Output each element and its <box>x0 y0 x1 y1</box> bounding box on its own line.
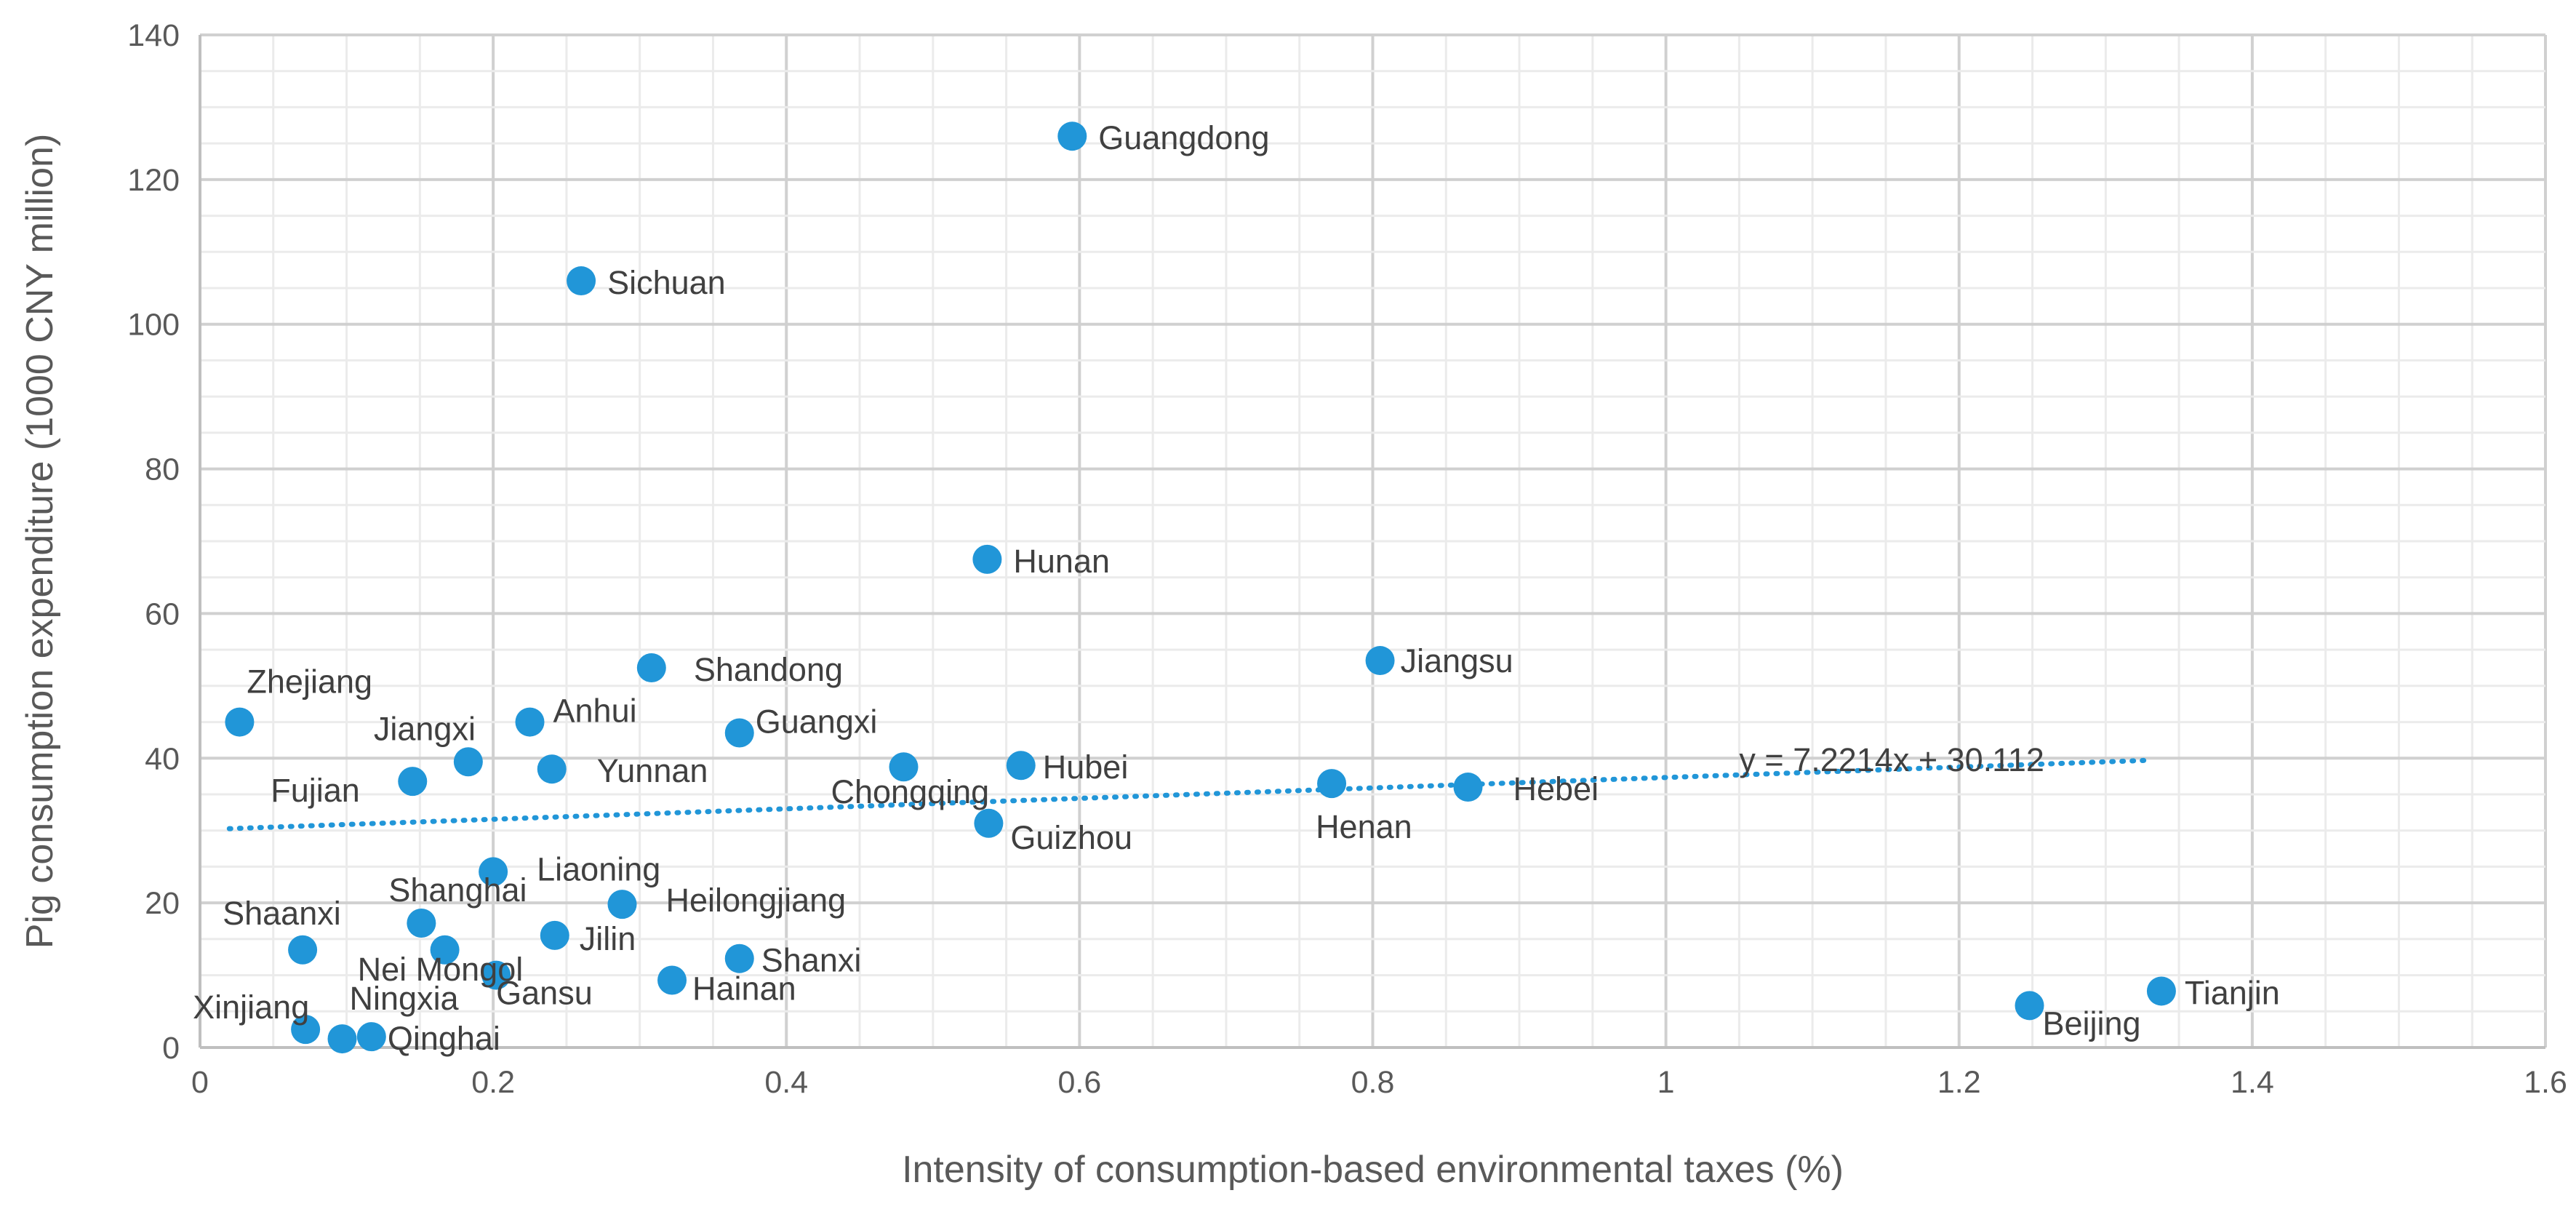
x-tick-label: 0 <box>191 1065 209 1100</box>
data-point-henan <box>1317 769 1347 799</box>
trendline-equation: y = 7.2214x + 30.112 <box>1739 741 2044 778</box>
data-point-yunnan <box>537 754 567 784</box>
grid <box>199 33 2547 1049</box>
trendline <box>226 757 2153 831</box>
point-label: Zhejiang <box>247 663 372 701</box>
data-point-fujian <box>398 767 428 797</box>
data-point-gansu <box>481 960 511 990</box>
y-tick-label: 20 <box>145 886 180 921</box>
x-tick-label: 0.2 <box>471 1065 515 1100</box>
x-tick-label: 1.2 <box>1937 1065 1981 1100</box>
x-tick-label: 1.6 <box>2524 1065 2567 1100</box>
data-point-chongqing <box>889 752 919 782</box>
point-label: Hainan <box>692 970 796 1008</box>
point-label: Fujian <box>271 772 360 809</box>
data-point-jiangsu <box>1365 646 1395 676</box>
point-label: Jiangxi <box>374 710 476 747</box>
point-label: Heilongjiang <box>666 882 847 919</box>
point-label: Qinghai <box>388 1020 500 1057</box>
point-label: Hubei <box>1043 749 1129 786</box>
point-labels: Guangdong Sichuan Hunan Jiangsu Shandong Zhej… <box>193 119 2280 1057</box>
point-label: Guizhou <box>1010 819 1132 856</box>
data-point-qinghai <box>356 1022 386 1052</box>
data-points <box>225 121 2176 1054</box>
y-tick-label: 140 <box>127 18 180 53</box>
point-label: Anhui <box>553 693 637 730</box>
point-label: Ningxia <box>350 980 460 1017</box>
x-tick-label: 0.4 <box>764 1065 808 1100</box>
data-point-beijing <box>2015 991 2044 1021</box>
y-tick-label: 100 <box>127 308 180 343</box>
point-label: Hebei <box>1513 770 1599 807</box>
data-point-liaoning <box>479 857 508 887</box>
point-label: Shaanxi <box>223 895 341 932</box>
data-point-heilongjiang <box>607 890 637 919</box>
point-label: Gansu <box>496 975 593 1012</box>
y-tick-label: 60 <box>145 596 180 631</box>
y-tick-label: 120 <box>127 163 180 198</box>
data-point-ningxia <box>327 1024 357 1054</box>
data-point-shandong <box>636 653 666 682</box>
data-point-jilin <box>540 920 569 950</box>
y-axis-title: Pig consumption expenditure (1000 CNY mi… <box>19 134 61 949</box>
data-point-nei-mongol <box>430 935 460 965</box>
trendline-group <box>226 757 2153 831</box>
point-label: Tianjin <box>2185 974 2280 1011</box>
y-tick-label: 0 <box>162 1031 180 1066</box>
data-point-tianjin <box>2146 976 2176 1006</box>
y-tick-label: 40 <box>145 741 180 776</box>
data-point-xinjiang <box>291 1015 321 1045</box>
point-label: Nei Mongol <box>358 951 524 988</box>
point-label: Shandong <box>694 651 843 688</box>
data-point-hunan <box>972 544 1002 574</box>
x-tick-label: 1 <box>1657 1065 1675 1100</box>
point-label: Guangxi <box>756 703 878 740</box>
data-point-hainan <box>657 965 687 995</box>
data-point-jiangxi <box>453 747 483 777</box>
point-label: Henan <box>1316 808 1412 845</box>
data-point-hebei <box>1453 773 1483 802</box>
data-point-guizhou <box>974 808 1004 838</box>
point-label: Xinjiang <box>193 989 309 1026</box>
x-tick-label: 0.8 <box>1351 1065 1395 1100</box>
point-label: Shanxi <box>761 942 862 979</box>
point-label: Jiangsu <box>1401 642 1513 679</box>
data-point-guangdong <box>1057 121 1087 151</box>
data-point-zhejiang <box>225 707 255 737</box>
data-point-guangxi <box>724 718 754 748</box>
data-point-shaanxi <box>288 935 318 965</box>
point-label: Beijing <box>2043 1005 2141 1042</box>
data-point-sichuan <box>567 266 596 296</box>
data-point-anhui <box>515 707 545 737</box>
x-tick-label: 0.6 <box>1057 1065 1101 1100</box>
point-label: Liaoning <box>537 850 660 887</box>
axes: 0 0.2 0.4 0.6 0.8 1 1.2 1.4 1.6 0 20 40 60 80 100 120 14… <box>127 18 2567 1100</box>
y-tick-label: 80 <box>145 452 180 487</box>
point-label: Guangdong <box>1098 119 1269 156</box>
data-point-hubei <box>1006 751 1036 781</box>
point-label: Chongqing <box>831 773 990 810</box>
point-label: Yunnan <box>597 752 708 789</box>
point-label: Jilin <box>580 920 636 957</box>
x-axis-title: Intensity of consumption-based environme… <box>902 1149 1844 1191</box>
point-label: Sichuan <box>607 264 726 301</box>
point-label: Shanghai <box>388 871 527 909</box>
x-tick-label: 1.4 <box>2231 1065 2274 1100</box>
point-label: Hunan <box>1013 543 1110 580</box>
data-point-shanghai <box>407 908 436 938</box>
data-point-shanxi <box>724 943 754 973</box>
